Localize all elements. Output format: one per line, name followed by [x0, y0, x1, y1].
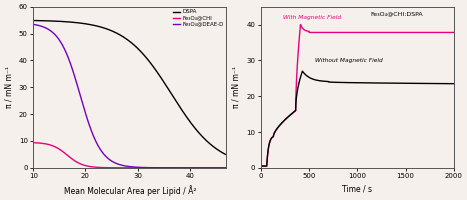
X-axis label: Time / s: Time / s — [342, 185, 372, 194]
Text: Without Magnetic Field: Without Magnetic Field — [315, 58, 382, 63]
Text: Fe₃O₄@CHI:DSPA: Fe₃O₄@CHI:DSPA — [370, 12, 423, 17]
Y-axis label: π / mN m⁻¹: π / mN m⁻¹ — [4, 66, 13, 108]
Y-axis label: π / mN m⁻¹: π / mN m⁻¹ — [232, 66, 241, 108]
Legend: DSPA, Fe₃O₄@CHI, Fe₃O₄@DEAE-D: DSPA, Fe₃O₄@CHI, Fe₃O₄@DEAE-D — [173, 9, 224, 27]
X-axis label: Mean Molecular Area per Lipid / Å²: Mean Molecular Area per Lipid / Å² — [64, 185, 196, 196]
Text: With Magnetic Field: With Magnetic Field — [283, 15, 341, 20]
